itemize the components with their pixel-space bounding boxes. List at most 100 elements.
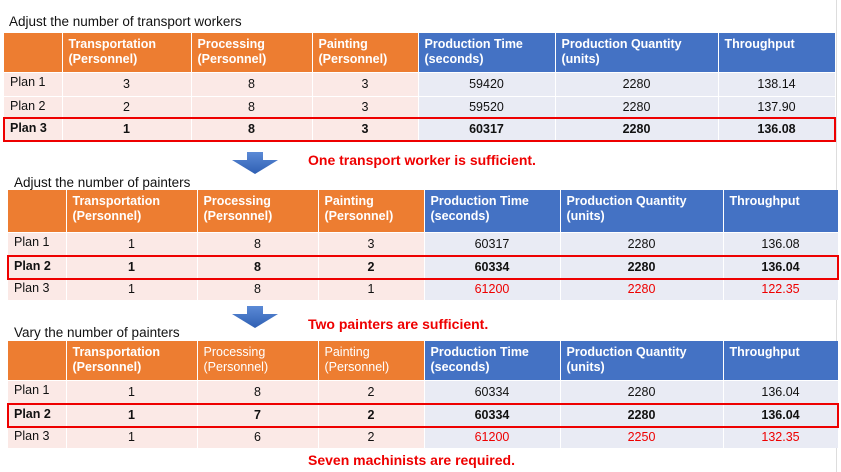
column-header: Production Time (seconds) — [424, 190, 561, 232]
column-header: Painting (Personnel) — [312, 33, 419, 72]
table-cell: 59420 — [418, 71, 556, 96]
table-cell: 3 — [312, 95, 419, 118]
row-label: Plan 1 — [4, 71, 63, 96]
conclusion-note: Two painters are sufficient. — [308, 316, 489, 332]
column-header — [8, 341, 67, 380]
down-arrow-icon — [232, 306, 278, 328]
table-cell: 2280 — [555, 117, 719, 140]
column-header: Production Quantity (units) — [560, 190, 724, 232]
column-header — [4, 33, 63, 72]
column-header — [8, 190, 67, 232]
table-cell: 2250 — [560, 425, 724, 448]
table-cell: 2 — [318, 379, 425, 404]
table-cell: 6 — [197, 425, 319, 448]
table-cell: 2280 — [560, 255, 724, 278]
table-cell: 2280 — [555, 71, 719, 96]
conclusion-note: One transport worker is sufficient. — [308, 152, 536, 168]
table-cell: 1 — [66, 379, 198, 404]
row-label: Plan 3 — [8, 425, 67, 448]
table-cell: 2280 — [555, 95, 719, 118]
results-table: Transportation (Personnel) Processing (Pers… — [4, 33, 836, 140]
table-cell: 8 — [191, 95, 313, 118]
column-header: Transportation (Personnel) — [62, 33, 192, 72]
table-cell: 60317 — [424, 231, 561, 256]
column-header: Throughput — [723, 341, 839, 380]
column-header: Processing (Personnel) — [191, 33, 313, 72]
column-header: Throughput — [718, 33, 836, 72]
table-row: Plan 2 2 8 3 59520 2280 137.90 — [4, 95, 836, 118]
table-row: Plan 3 1 6 2 61200 2250 132.35 — [8, 425, 839, 448]
header-row: Transportation (Personnel) Processing (Pers… — [8, 341, 839, 380]
conclusion-note: Seven machinists are required. — [308, 452, 515, 468]
table-cell: 2280 — [560, 379, 724, 404]
section-title: Adjust the number of transport workers — [9, 14, 242, 29]
table-cell: 132.35 — [723, 425, 839, 448]
row-label: Plan 1 — [8, 379, 67, 404]
row-label: Plan 2 — [4, 95, 63, 118]
row-label: Plan 1 — [8, 231, 67, 256]
table-cell: 3 — [62, 71, 192, 96]
table-cell: 3 — [312, 71, 419, 96]
table-cell: 137.90 — [718, 95, 836, 118]
table-row: Plan 1 3 8 3 59420 2280 138.14 — [4, 71, 836, 96]
table-cell: 8 — [197, 231, 319, 256]
highlight-box — [3, 117, 836, 142]
column-header: Painting (Personnel) — [318, 190, 425, 232]
table-cell: 2280 — [560, 231, 724, 256]
table-cell: 1 — [66, 255, 198, 278]
table-row: Plan 2 1 8 2 60334 2280 136.04 — [8, 255, 839, 278]
table-cell: 1 — [318, 277, 425, 300]
column-header: Production Quantity (units) — [560, 341, 724, 380]
table-row: Plan 3 1 8 1 61200 2280 122.35 — [8, 277, 839, 300]
table-row: Plan 3 1 8 3 60317 2280 136.08 — [4, 117, 836, 140]
table-cell: 138.14 — [718, 71, 836, 96]
table-cell: 59520 — [418, 95, 556, 118]
header-row: Transportation (Personnel) Processing (Pers… — [4, 33, 836, 72]
table-cell: 8 — [197, 255, 319, 278]
table-cell: 2 — [62, 95, 192, 118]
table-cell: 60334 — [424, 403, 561, 426]
table-row: Plan 1 1 8 3 60317 2280 136.08 — [8, 231, 839, 256]
column-header: Processing (Personnel) — [197, 190, 319, 232]
table-cell: 136.04 — [723, 403, 839, 426]
table-cell: 122.35 — [723, 277, 839, 300]
row-label: Plan 2 — [8, 255, 67, 278]
table-cell: 2 — [318, 255, 425, 278]
table-cell: 60334 — [424, 379, 561, 404]
row-label: Plan 3 — [8, 277, 67, 300]
table-cell: 8 — [197, 277, 319, 300]
section-title: Adjust the number of painters — [14, 175, 191, 190]
table-cell: 3 — [318, 231, 425, 256]
table-cell: 1 — [66, 425, 198, 448]
column-header: Production Quantity (units) — [555, 33, 719, 72]
column-header: Painting (Personnel) — [318, 341, 425, 380]
column-header: Transportation (Personnel) — [66, 341, 198, 380]
column-header: Production Time (seconds) — [424, 341, 561, 380]
column-header: Production Time (seconds) — [418, 33, 556, 72]
table-cell: 1 — [66, 231, 198, 256]
table-cell: 136.04 — [723, 379, 839, 404]
table-cell: 8 — [191, 117, 313, 140]
table-cell: 136.08 — [723, 231, 839, 256]
results-table: Transportation (Personnel) Processing (Pers… — [8, 190, 839, 300]
table-cell: 61200 — [424, 277, 561, 300]
table-cell: 2280 — [560, 277, 724, 300]
table-cell: 136.04 — [723, 255, 839, 278]
highlight-box — [7, 403, 839, 428]
table-cell: 61200 — [424, 425, 561, 448]
column-header: Processing (Personnel) — [197, 341, 319, 380]
table-cell: 60317 — [418, 117, 556, 140]
results-table: Transportation (Personnel) Processing (Pers… — [8, 341, 839, 448]
section-title: Vary the number of painters — [14, 325, 180, 340]
table-cell: 1 — [66, 277, 198, 300]
column-header: Transportation (Personnel) — [66, 190, 198, 232]
column-header: Throughput — [723, 190, 839, 232]
table-row: Plan 1 1 8 2 60334 2280 136.04 — [8, 379, 839, 404]
table-cell: 8 — [197, 379, 319, 404]
table-cell: 2 — [318, 425, 425, 448]
table-cell: 60334 — [424, 255, 561, 278]
down-arrow-icon — [232, 152, 278, 174]
table-cell: 8 — [191, 71, 313, 96]
header-row: Transportation (Personnel) Processing (Pers… — [8, 190, 839, 232]
highlight-box — [7, 255, 839, 280]
